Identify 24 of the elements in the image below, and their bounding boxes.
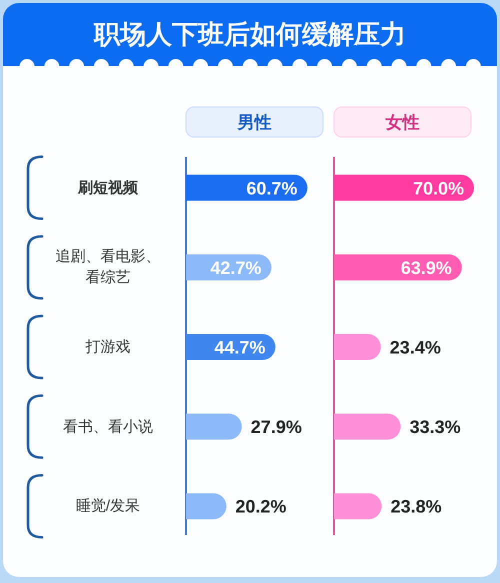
bar	[186, 414, 242, 440]
bar	[334, 493, 382, 520]
text: 女性	[384, 113, 420, 132]
data-label: 33.3%	[410, 417, 461, 438]
data-label: 63.9%	[400, 258, 452, 278]
y-tick-label: 看书、看小说	[62, 417, 154, 438]
data-label: 20.2%	[235, 496, 286, 517]
data-label: 23.4%	[390, 338, 441, 358]
y-tick-label: 追剧、看电影、看综艺	[54, 247, 162, 288]
bar	[334, 334, 381, 360]
data-label: 60.7%	[246, 178, 298, 198]
bar	[334, 414, 401, 440]
y-tick-label: 刷短视频	[76, 178, 139, 198]
bar	[334, 174, 474, 201]
bar	[186, 493, 226, 520]
y-tick-label: 打游戏	[84, 338, 132, 358]
y-tick-label: 睡觉/发呆	[74, 496, 142, 517]
data-label: 70.0%	[412, 178, 464, 198]
data-label: 23.8%	[390, 496, 442, 517]
data-label: 27.9%	[250, 417, 302, 438]
data-label: 44.7%	[214, 338, 266, 358]
data-label: 42.7%	[210, 258, 262, 278]
chart-title: 职场人下班后如何缓解压力	[93, 19, 406, 49]
text: 男性	[236, 113, 272, 132]
